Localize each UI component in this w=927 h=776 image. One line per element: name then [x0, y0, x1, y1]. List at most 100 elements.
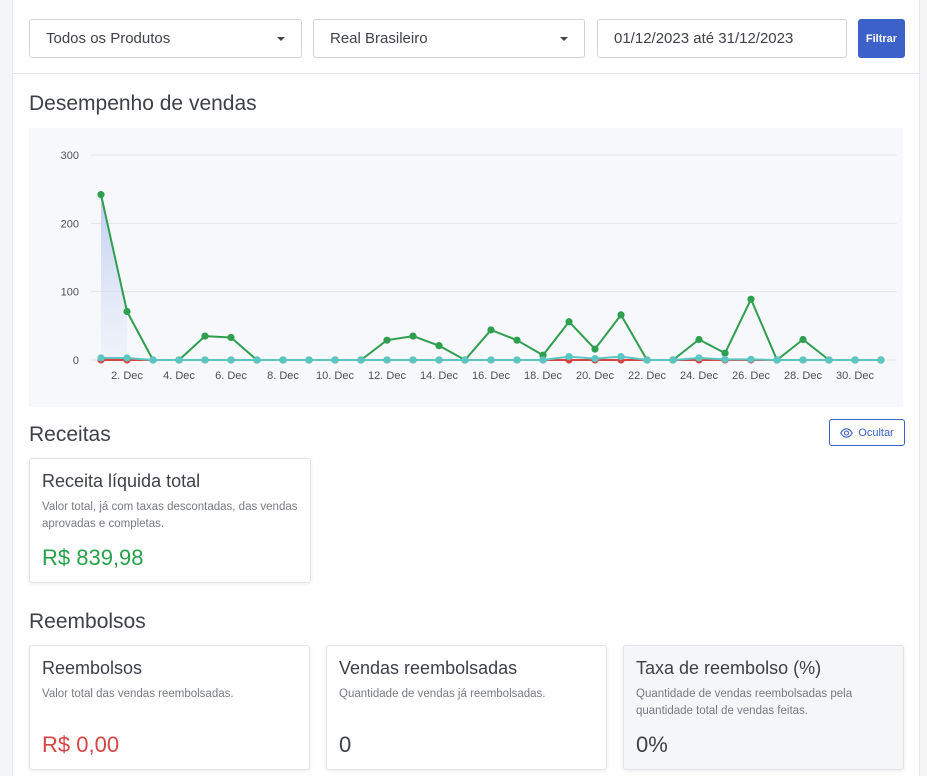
product-select[interactable]: Todos os Produtos [29, 19, 302, 58]
x-tick-label: 28. Dec [784, 370, 822, 382]
series-point [721, 349, 729, 357]
series-point [539, 356, 547, 364]
refunded-sales-value: 0 [339, 732, 352, 757]
series-point [435, 342, 443, 350]
x-tick-label: 14. Dec [420, 370, 458, 382]
date-range-input[interactable]: 01/12/2023 até 31/12/2023 [597, 19, 847, 58]
series-point [747, 295, 755, 303]
series-point [357, 356, 365, 364]
refunded-sales-title: Vendas reembolsadas [339, 658, 518, 678]
sales-chart-svg: 0 100 200 300 2. Dec 4. Dec 6. Dec 8. Dec 10. De… [61, 150, 897, 382]
series-point [695, 354, 703, 362]
refunds-card-title: Reembolsos [42, 658, 143, 678]
series-point [591, 355, 599, 363]
series-point [97, 191, 105, 199]
refunds-card-description: Valor total das vendas reembolsadas. [42, 688, 234, 700]
x-tick-label: 16. Dec [472, 370, 510, 382]
filter-bar: Todos os Produtos Real Brasileiro 01/12/… [13, 0, 919, 74]
x-tick-label: 18. Dec [524, 370, 562, 382]
dashboard-panel: Todos os Produtos Real Brasileiro 01/12/… [12, 0, 920, 776]
x-tick-label: 2. Dec [111, 370, 143, 382]
filter-button[interactable]: Filtrar [858, 19, 905, 58]
refunds-section-title: Reembolsos [29, 610, 146, 633]
net-revenue-value: R$ 839,98 [42, 545, 144, 570]
y-tick-label: 0 [73, 355, 79, 367]
series-point [227, 356, 235, 364]
hide-button-label: Ocultar [858, 426, 894, 439]
series-point [123, 307, 131, 316]
series-point [253, 356, 261, 364]
currency-select-value: Real Brasileiro [330, 30, 428, 47]
area-fill [101, 194, 127, 360]
series-point [149, 356, 157, 364]
x-tick-label: 8. Dec [267, 370, 299, 382]
x-tick-label: 10. Dec [316, 370, 354, 382]
series-point [97, 354, 105, 362]
sales-chart: 0 100 200 300 2. Dec 4. Dec 6. Dec 8. Dec 10. De… [29, 128, 903, 407]
series-point [799, 356, 807, 364]
series-point [383, 336, 391, 344]
date-range-value: 01/12/2023 até 31/12/2023 [614, 30, 794, 47]
series-point [565, 318, 573, 326]
x-tick-label: 4. Dec [163, 370, 195, 382]
currency-select[interactable]: Real Brasileiro [313, 19, 585, 58]
series-point [669, 356, 677, 364]
refunds-card: Reembolsos Valor total das vendas reembo… [29, 645, 310, 770]
series-point [227, 333, 235, 342]
product-select-value: Todos os Produtos [46, 30, 171, 47]
series-point [305, 356, 313, 364]
revenue-section-title: Receitas [29, 423, 111, 446]
series-point [825, 356, 833, 364]
y-tick-label: 300 [61, 150, 79, 162]
series-point [513, 336, 521, 344]
net-revenue-description: Valor total, já com taxas descontadas, d… [42, 501, 298, 530]
hide-button[interactable]: Ocultar [829, 419, 905, 446]
series-point [409, 332, 417, 340]
series-point [487, 326, 495, 334]
y-tick-label: 100 [61, 287, 79, 299]
x-tick-label: 6. Dec [215, 370, 247, 382]
series-point [331, 356, 339, 364]
series-point [123, 354, 131, 362]
series-point [435, 356, 443, 364]
eye-icon [840, 427, 854, 438]
refunded-sales-card: Vendas reembolsadas Quantidade de vendas… [326, 645, 607, 770]
refunded-sales-description: Quantidade de vendas já reembolsadas. [339, 688, 546, 700]
series-point [279, 356, 287, 364]
series-point [695, 335, 703, 344]
chevron-down-icon [277, 36, 285, 41]
refund-rate-card: Taxa de reembolso (%) Quantidade de vend… [623, 645, 904, 770]
x-tick-label: 20. Dec [576, 370, 614, 382]
refund-rate-value: 0% [636, 732, 668, 757]
sales-section-title: Desempenho de vendas [29, 92, 257, 115]
x-tick-label: 30. Dec [836, 370, 874, 382]
series-point [617, 352, 625, 361]
series-line [100, 194, 881, 361]
x-tick-label: 26. Dec [732, 370, 770, 382]
series-point [591, 345, 599, 353]
series-point [487, 356, 495, 364]
y-tick-label: 200 [61, 218, 79, 230]
series-point [643, 356, 651, 364]
refunds-card-value: R$ 0,00 [42, 732, 120, 757]
series-point [383, 356, 391, 364]
x-tick-label: 24. Dec [680, 370, 718, 382]
chevron-down-icon [560, 36, 568, 41]
series-point [461, 356, 469, 364]
series-point [773, 356, 781, 364]
series-point [409, 356, 417, 364]
series-point [799, 335, 807, 344]
series-point [721, 355, 729, 363]
series-point [851, 356, 859, 364]
series-point [617, 311, 625, 319]
x-tick-label: 22. Dec [628, 370, 666, 382]
net-revenue-title: Receita líquida total [42, 471, 201, 491]
refund-rate-title: Taxa de reembolso (%) [636, 658, 822, 678]
series-point [877, 356, 885, 364]
net-revenue-card: Receita líquida total Valor total, já co… [29, 458, 311, 583]
series-point [201, 332, 209, 340]
series-point [175, 356, 183, 364]
x-tick-label: 12. Dec [368, 370, 406, 382]
refund-rate-description: Quantidade de vendas reembolsadas pela q… [636, 688, 853, 717]
series-point [565, 352, 573, 361]
